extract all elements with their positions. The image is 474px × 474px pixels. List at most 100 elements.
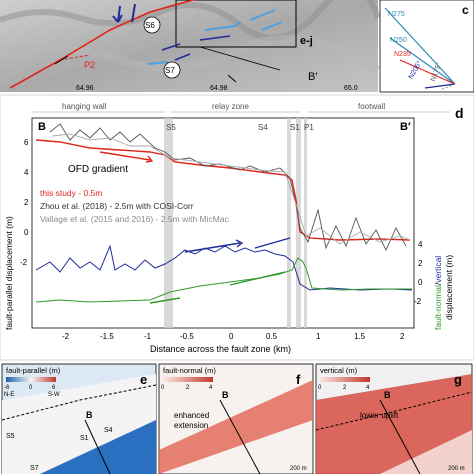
terrain-ridge xyxy=(0,0,381,41)
panel-e-s1: S1 xyxy=(80,435,89,442)
terrain-ridge xyxy=(0,34,381,74)
label-s1: S1 xyxy=(290,123,300,132)
panel-e-title: fault-parallel (m) xyxy=(6,366,61,375)
band-p1 xyxy=(304,118,307,328)
label-s4: S4 xyxy=(258,123,268,132)
dir-line xyxy=(389,37,456,85)
fault-trace-red xyxy=(9,0,196,89)
panel-g: g vertical (m) 0 2 4 B lower uplift 200 … xyxy=(315,363,473,474)
panel-f-b: B xyxy=(222,390,229,400)
panel-e-s4: S4 xyxy=(104,427,113,434)
xtick: 2 xyxy=(400,332,405,341)
panel-d-letter: d xyxy=(455,105,464,121)
panel-e-s5: S5 xyxy=(6,433,15,440)
dir-line xyxy=(399,59,456,85)
cbar-tick: 0 xyxy=(161,385,165,391)
colorbar-f xyxy=(163,377,213,382)
arrow-red xyxy=(99,151,151,161)
legend-vallage: Vallage et al. (2015 and 2016) - 2.5m wi… xyxy=(40,214,230,224)
arrow-blue-plot xyxy=(184,242,241,253)
zone-hanging-wall: hanging wall xyxy=(62,102,107,111)
panel-e-title-text: fault-parallel xyxy=(6,366,47,375)
profile-line-e xyxy=(84,419,111,474)
ylabel-right-vertical: vertical xyxy=(433,256,443,283)
dir-line xyxy=(424,83,456,89)
ylabel-right-sep: / xyxy=(433,282,443,285)
zone-footwall: footwall xyxy=(358,102,385,111)
y-axis-right: 4 2 0 -2 xyxy=(414,240,423,306)
scale-f: 200 m xyxy=(290,466,307,472)
arrow-light-blue xyxy=(249,9,283,31)
annotation-g: lower uplift xyxy=(360,411,399,420)
legend-zhou: Zhou et al. (2018) - 2.5m with COSI-Corr xyxy=(40,201,194,211)
panel-f: f fault-normal (m) 0 2 4 B enhanced exte… xyxy=(158,363,314,474)
dir-label-0: N275 xyxy=(388,11,405,18)
profile-line xyxy=(199,46,281,71)
cbar-tick: 0 xyxy=(29,385,33,391)
xtick: -2 xyxy=(62,332,70,341)
arrow-light-blue xyxy=(147,61,169,65)
inset-box-ej xyxy=(175,0,297,48)
xtick: 0 xyxy=(229,332,234,341)
arrow-blue-plot-head xyxy=(235,239,244,248)
arrow-blue-plot xyxy=(254,237,291,249)
scale-g: 200 m xyxy=(448,466,465,472)
cbar-tick: 0 xyxy=(318,385,322,391)
xtick: 1.5 xyxy=(354,332,366,341)
xtick: -1.5 xyxy=(100,332,114,341)
s6-marker xyxy=(143,16,161,34)
colorbar-e xyxy=(6,377,56,382)
panel-e-unit: (m) xyxy=(49,366,61,375)
lon-tick-3: 65.0 xyxy=(344,85,358,92)
ofd-label: OFD gradient xyxy=(68,164,128,175)
s7-marker xyxy=(163,61,181,79)
profile-line-f xyxy=(219,399,261,474)
panel-c-frame xyxy=(379,0,474,93)
dir-label-1: N250 xyxy=(390,37,407,44)
xtick: -1 xyxy=(144,332,152,341)
panel-e-s7: S7 xyxy=(30,465,39,472)
colorbar-g xyxy=(320,377,370,382)
panel-g-title: vertical (m) xyxy=(320,366,358,375)
xtick: 1 xyxy=(316,332,321,341)
ytick: 4 xyxy=(24,168,29,177)
legend-this-study: this study - 0.5m xyxy=(40,188,102,198)
ej-label: e-j xyxy=(300,35,313,47)
endpoint-bprime: B′ xyxy=(400,121,411,133)
fault-dashed-g xyxy=(315,391,473,431)
arrow-red-head xyxy=(145,155,154,163)
band-s4 xyxy=(287,118,291,328)
lon-tick-1: 64.96 xyxy=(76,85,94,92)
ytick: 6 xyxy=(24,138,29,147)
ylabel-right-unit: displacement (m) xyxy=(444,255,454,320)
arrow-green xyxy=(229,271,286,286)
cbar-tick: 6 xyxy=(52,385,56,391)
s7-label: S7 xyxy=(165,66,175,75)
fault-dashed xyxy=(1,384,157,421)
xtick: -0.5 xyxy=(180,332,194,341)
cbar-tick: 2 xyxy=(343,385,347,391)
panel-d: d hanging wall relay zone footwall S5 S4… xyxy=(0,94,474,361)
ytick: -2 xyxy=(20,258,28,267)
panel-d-frame xyxy=(0,94,474,361)
trace-vertical xyxy=(35,244,413,291)
arrow-blue xyxy=(112,5,123,23)
cbar-tick: 4 xyxy=(366,385,370,391)
arrow-light-blue xyxy=(204,21,241,31)
panel-f-letter: f xyxy=(296,372,301,387)
rtick: 0 xyxy=(418,278,423,287)
panel-c-letter: c xyxy=(462,3,469,17)
y-axis-left: 6 4 2 0 -2 xyxy=(20,138,29,267)
ylabel-right-normal: fault-normal xyxy=(433,285,443,330)
fault-trace-dashed xyxy=(59,54,91,61)
panel-e-letter: e xyxy=(140,372,147,387)
trace-this-study xyxy=(35,139,411,241)
arrow-green xyxy=(149,297,181,304)
ylabel-right: fault-normal/vertical xyxy=(433,256,443,330)
x-axis: -2 -1.5 -1 -0.5 0 0.5 1 1.5 2 xyxy=(62,332,405,341)
annotation-f-2: extension xyxy=(174,421,208,430)
annotation-f-1: enhanced xyxy=(174,411,209,420)
panel-f-title: fault-normal (m) xyxy=(163,366,216,375)
dir-line xyxy=(384,7,456,85)
